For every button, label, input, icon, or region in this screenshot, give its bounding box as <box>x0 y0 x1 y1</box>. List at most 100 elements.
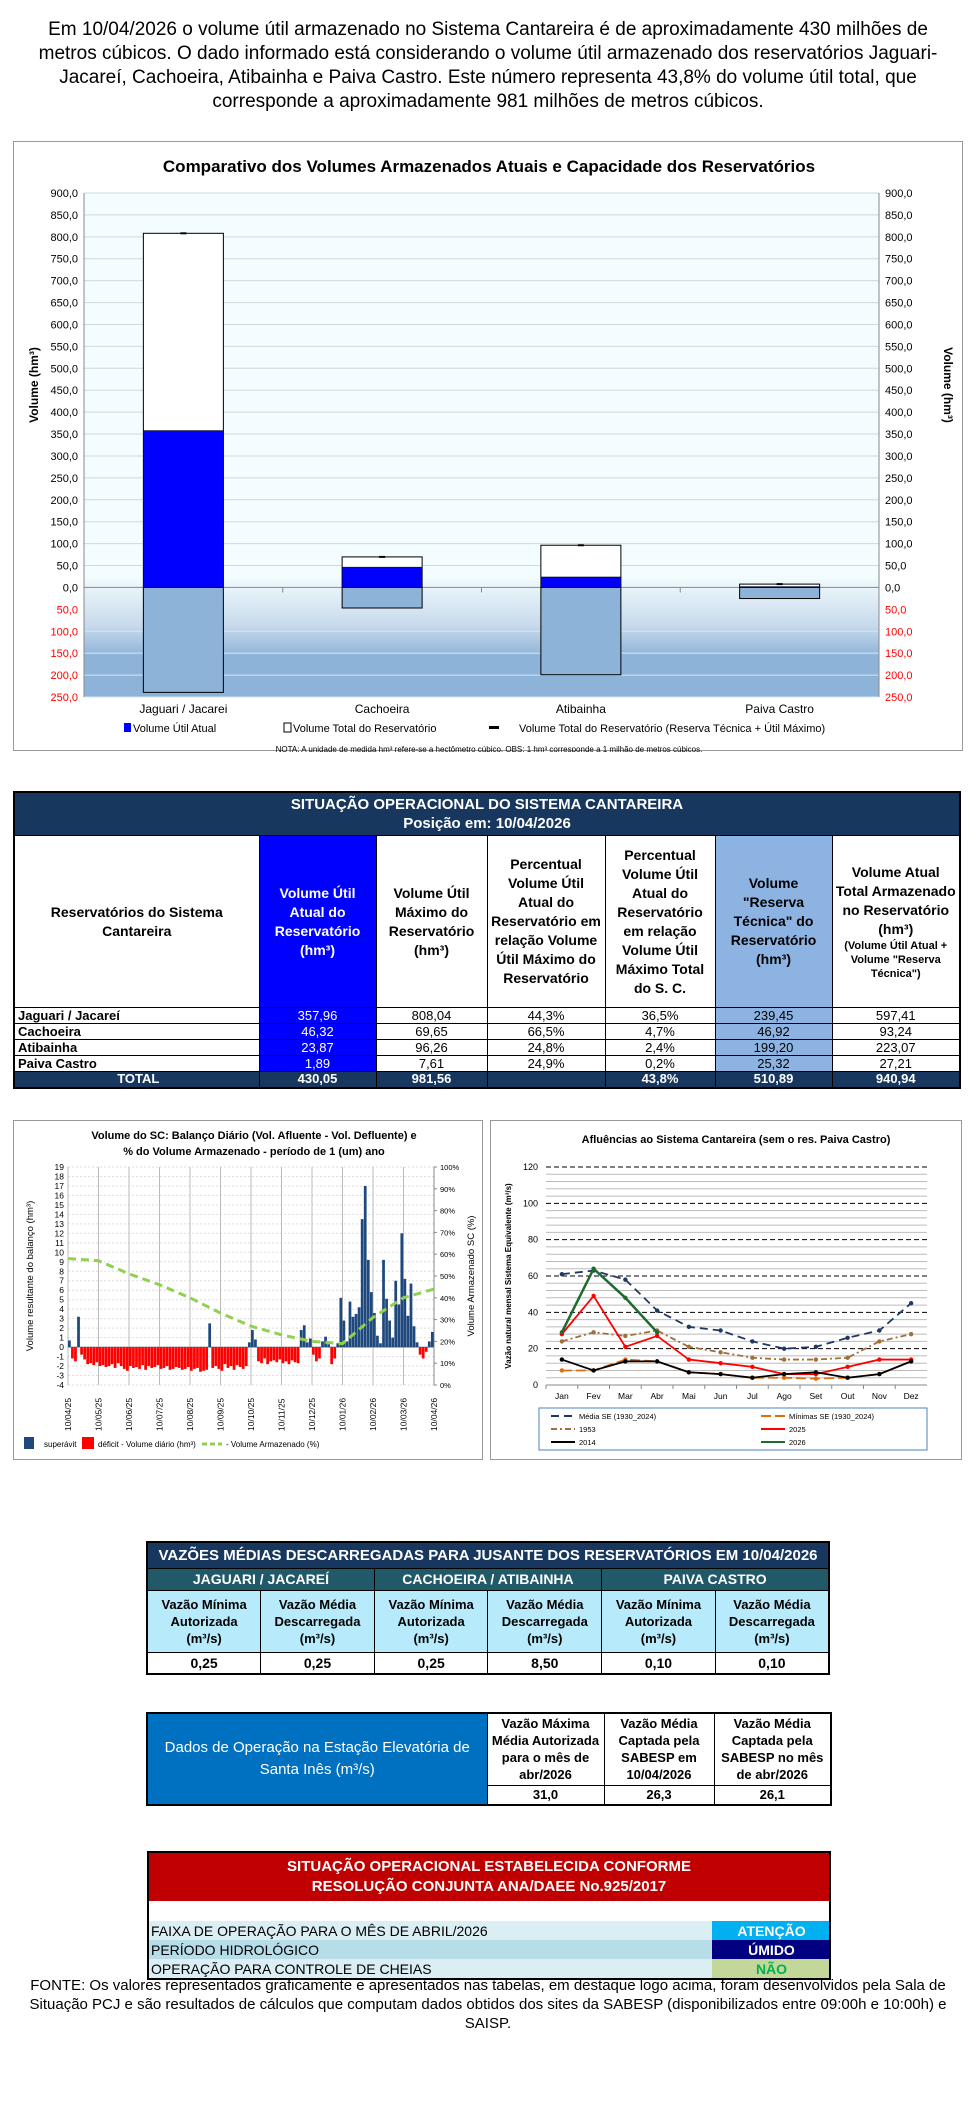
storage-line <box>67 1257 435 1346</box>
data-point <box>750 1339 755 1344</box>
table-cell: 43,8% <box>604 1071 716 1088</box>
data-point <box>781 1375 787 1380</box>
x-tick-label: Mar <box>618 1391 633 1401</box>
surplus-bar <box>336 1343 340 1348</box>
table-cell: 239,45 <box>714 1007 833 1024</box>
y2-tick-label: 80% <box>440 1207 455 1216</box>
data-point <box>686 1357 692 1362</box>
y2-tick-label: 700,0 <box>885 276 913 288</box>
surplus-bar <box>363 1185 367 1348</box>
y-tick-label: 800,0 <box>50 232 78 244</box>
x-tick-label: 10/04/25 <box>63 1398 73 1431</box>
deficit-bar <box>171 1347 175 1369</box>
surplus-bar <box>308 1338 312 1348</box>
y2-tick-label: 50% <box>440 1272 455 1281</box>
surplus-bar <box>403 1278 407 1348</box>
deficit-bar <box>83 1347 86 1360</box>
deficit-bar <box>217 1347 221 1369</box>
situation-status-badge: ÚMIDO <box>712 1940 829 1959</box>
y-tick-label: 19 <box>55 1162 65 1172</box>
deficit-bar <box>418 1347 422 1355</box>
deficit-bar <box>263 1347 266 1359</box>
deficit-bar <box>293 1347 297 1363</box>
deficit-bar <box>113 1347 117 1368</box>
data-point <box>591 1368 596 1373</box>
deficit-bar <box>266 1347 269 1365</box>
chart-note: NOTA: A unidade de medida hm³ refere-se … <box>276 745 703 752</box>
data-point <box>750 1375 755 1380</box>
deficit-bar <box>80 1347 83 1355</box>
deficit-bar <box>333 1347 337 1359</box>
discharge-value: 0,25 <box>260 1651 375 1675</box>
header-min-authorized: Vazão Mínima Autorizada (m³/s) <box>601 1589 716 1653</box>
santa-ines-label: Dados de Operação na Estação Elevatória … <box>146 1712 488 1806</box>
col-header-current-volume: Volume Útil Atual do Reservatório (hm³) <box>258 835 377 1008</box>
x-tick-label: 10/11/25 <box>277 1398 287 1431</box>
table-cell: 46,32 <box>258 1023 377 1040</box>
header-min-authorized: Vazão Mínima Autorizada (m³/s) <box>146 1589 262 1653</box>
y-tick-label: 5 <box>59 1295 64 1305</box>
value-daily-captured: 26,3 <box>603 1784 715 1806</box>
y-tick-label: 17 <box>55 1181 65 1191</box>
y-tick-label: 900,0 <box>50 188 78 200</box>
deficit-bar <box>101 1347 105 1366</box>
y-tick-label: 80 <box>528 1235 538 1245</box>
deficit-bar <box>315 1347 318 1362</box>
deficit-bar <box>318 1347 321 1359</box>
reservoir-volume-chart: Comparativo dos Volumes Armazenados Atua… <box>13 141 963 752</box>
deficit-bar <box>129 1347 132 1367</box>
x-tick-label: Dez <box>904 1391 919 1401</box>
surplus-bar <box>406 1315 410 1348</box>
legend-entry: 1953 <box>579 1425 596 1434</box>
y-tick-label: 7 <box>59 1276 64 1286</box>
y-tick-label: 8 <box>59 1266 64 1276</box>
surplus-bar <box>430 1331 434 1348</box>
data-point <box>623 1333 628 1339</box>
y2-tick-label: 250,0 <box>885 692 913 704</box>
surplus-bar <box>68 1340 71 1348</box>
deficit-bar <box>211 1347 215 1368</box>
table-cell: 430,05 <box>258 1071 377 1088</box>
surplus-bar <box>373 1312 376 1348</box>
table-cell: 223,07 <box>831 1039 961 1056</box>
y-tick-label: 200,0 <box>50 670 78 682</box>
y2-tick-label: 0% <box>440 1381 451 1390</box>
deficit-bar <box>287 1347 291 1365</box>
deficit-bar <box>241 1347 245 1369</box>
y2-tick-label: 900,0 <box>885 188 913 200</box>
y-axis-title: Volume resultante do balanço (hm³) <box>25 1201 36 1352</box>
group-paiva-castro: PAIVA CASTRO <box>601 1567 830 1591</box>
data-point <box>718 1328 723 1333</box>
surplus-bar <box>305 1342 309 1348</box>
deficit-bar <box>223 1347 227 1365</box>
header-avg-discharge: Vazão Média Descarregada (m³/s) <box>487 1589 603 1653</box>
legend-deficit: déficit - Volume diário (hm³) <box>98 1440 196 1449</box>
y-tick-label: -4 <box>56 1380 64 1390</box>
y-tick-label: 1 <box>59 1333 64 1343</box>
chart-title: Comparativo dos Volumes Armazenados Atua… <box>163 157 815 176</box>
y-tick-label: 850,0 <box>50 210 78 222</box>
deficit-bar <box>290 1347 294 1361</box>
table-cell: 1,89 <box>258 1055 377 1072</box>
deficit-bar <box>156 1347 160 1366</box>
table-cell: 96,26 <box>375 1039 488 1056</box>
data-point <box>686 1344 692 1350</box>
legend-swatch-deficit <box>82 1437 94 1449</box>
y2-tick-label: 20% <box>440 1337 455 1346</box>
series-line-média <box>561 1269 912 1350</box>
deficit-bar <box>196 1347 199 1368</box>
col-header-pct-system: Percentual Volume Útil Atual do Reservat… <box>604 835 716 1008</box>
deficit-bar <box>147 1347 151 1367</box>
deficit-bar <box>220 1347 224 1371</box>
data-point <box>750 1355 755 1360</box>
deficit-bar <box>232 1347 236 1370</box>
header-daily-captured: Vazão Média Captada pela SABESP em 10/04… <box>603 1712 715 1786</box>
deficit-bar <box>205 1347 208 1370</box>
surplus-bar <box>427 1341 431 1348</box>
deficit-bar <box>104 1347 108 1367</box>
y-tick-label: 300,0 <box>50 451 78 463</box>
deficit-bar <box>278 1347 282 1360</box>
x-tick-label: Jul <box>747 1391 758 1401</box>
data-point <box>813 1357 819 1362</box>
surplus-bar <box>400 1233 404 1348</box>
